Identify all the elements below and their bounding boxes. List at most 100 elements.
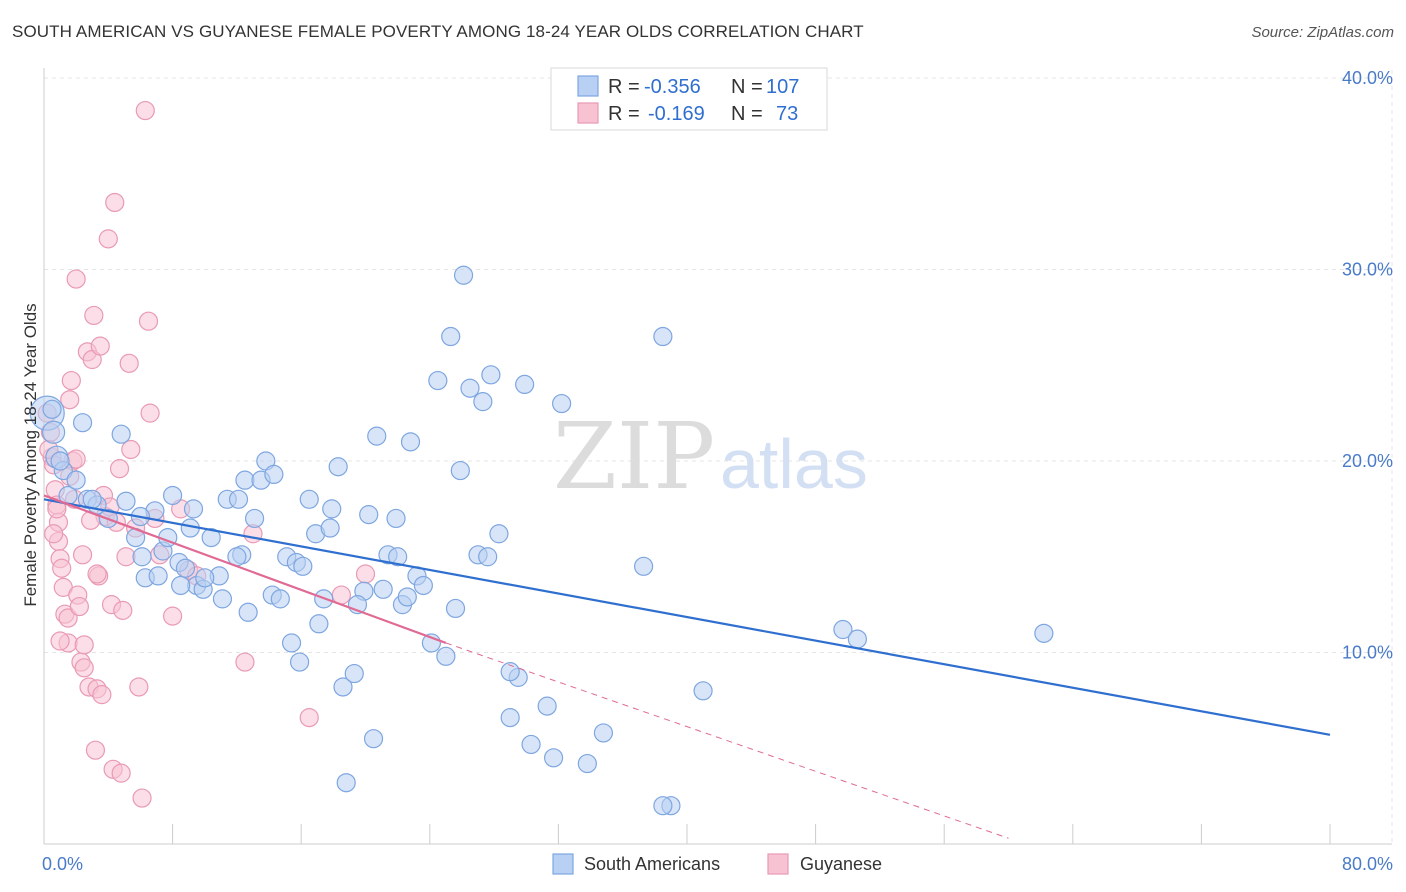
point-guyanese-27: [84, 305, 104, 326]
point-south-americans-98: [66, 470, 86, 490]
point-south-americans-58: [373, 579, 393, 599]
point-south-americans-29: [228, 489, 249, 509]
y-axis-label: Female Poverty Among 18-24 Year Olds: [21, 303, 40, 606]
legend-r-value-1: -0.356: [644, 76, 701, 98]
point-south-americans-95: [50, 451, 70, 471]
bottom-legend-swatch-south-americans: [552, 853, 574, 875]
watermark: ZIP atlas: [553, 403, 868, 510]
legend-r-label-1: R =: [608, 76, 640, 98]
point-south-americans-53: [344, 663, 364, 684]
point-guyanese-39: [105, 192, 125, 213]
point-south-americans-82: [521, 734, 541, 755]
point-guyanese-45: [119, 353, 139, 373]
point-south-americans-50: [328, 457, 348, 477]
point-south-americans-32: [238, 602, 258, 622]
point-south-americans-27: [212, 589, 233, 609]
point-south-americans-4: [72, 413, 93, 433]
watermark-zip: ZIP: [553, 403, 715, 510]
bottom-legend-label-guyanese: Guyanese: [800, 854, 882, 874]
point-south-americans-10: [116, 491, 136, 511]
point-south-americans-65: [413, 575, 433, 596]
point-south-americans-83: [537, 696, 557, 716]
point-south-americans-88: [633, 556, 654, 576]
y-tick-labels: 10.0% 20.0% 30.0% 40.0%: [1342, 68, 1393, 663]
point-south-americans-96: [82, 489, 102, 509]
point-guyanese-28: [85, 740, 106, 760]
point-south-americans-49: [322, 499, 342, 519]
point-guyanese-18: [66, 269, 86, 289]
point-south-americans-51: [333, 677, 353, 697]
point-south-americans-55: [359, 505, 379, 525]
point-south-americans-89: [653, 326, 673, 347]
point-south-americans-85: [552, 393, 572, 414]
point-guyanese-48: [129, 677, 149, 697]
data-points: [29, 100, 1054, 816]
point-south-americans-67: [428, 370, 448, 391]
point-guyanese-65: [44, 524, 64, 544]
point-guyanese-50: [135, 100, 155, 121]
point-guyanese-63: [355, 564, 376, 584]
x-tick-label-max: 80.0%: [1342, 854, 1393, 874]
point-south-americans-20: [175, 558, 196, 578]
point-south-americans-37: [264, 464, 284, 485]
legend-swatch-south-americans: [577, 75, 599, 97]
point-south-americans-46: [309, 614, 329, 634]
point-guyanese-35: [98, 229, 118, 249]
x-tick-labels: 0.0% 80.0%: [42, 854, 1393, 874]
point-south-americans-57: [367, 426, 387, 446]
point-guyanese-61: [299, 708, 319, 728]
point-guyanese-49: [132, 788, 152, 808]
point-south-americans-94: [1034, 623, 1054, 643]
bottom-legend-label-south-americans: South Americans: [584, 854, 720, 874]
point-south-americans-63: [400, 432, 421, 452]
point-south-americans-25: [201, 527, 221, 548]
axes: [43, 68, 1392, 845]
point-south-americans-104: [500, 662, 520, 682]
point-south-americans-68: [436, 646, 456, 666]
y-tick-label-2: 30.0%: [1342, 260, 1393, 280]
point-guyanese-20: [69, 596, 89, 617]
point-south-americans-12: [132, 547, 152, 567]
point-south-americans-70: [445, 598, 466, 619]
point-south-americans-33: [244, 508, 265, 529]
point-south-americans-38: [270, 589, 290, 609]
legend-n-value-2: 73: [776, 103, 798, 125]
point-guyanese-44: [116, 547, 136, 567]
point-guyanese-67: [72, 545, 93, 565]
point-south-americans-100: [195, 568, 215, 588]
point-guyanese-32: [92, 685, 112, 705]
point-south-americans-105: [653, 796, 673, 816]
point-south-americans-75: [473, 392, 493, 412]
trend-line-guyanese-extension: [445, 642, 1009, 839]
point-guyanese-51: [138, 311, 159, 331]
point-guyanese-43: [113, 600, 133, 620]
legend-r-value-2: -0.169: [648, 103, 705, 125]
point-south-americans-69: [441, 326, 461, 347]
point-south-americans-44: [299, 489, 319, 509]
point-south-americans-52: [336, 773, 356, 793]
point-guyanese-41: [109, 459, 130, 479]
point-guyanese-14: [60, 390, 80, 410]
point-south-americans-91: [693, 681, 713, 701]
point-south-americans-56: [363, 729, 384, 749]
point-guyanese-55: [163, 606, 183, 626]
point-guyanese-31: [90, 336, 110, 356]
point-south-americans-22: [183, 499, 204, 519]
point-guyanese-23: [74, 658, 94, 678]
trend-line-south-americans: [43, 498, 1331, 736]
point-south-americans-76: [478, 547, 498, 567]
point-south-americans-73: [460, 378, 480, 398]
trend-line-guyanese: [43, 494, 447, 644]
point-south-americans-9: [111, 424, 131, 444]
point-south-americans-84: [543, 748, 564, 768]
point-south-americans-18: [163, 485, 183, 506]
legend-swatch-guyanese: [577, 102, 599, 124]
legend: R = -0.356 N = 107 R = -0.169 N = 73: [550, 67, 828, 131]
legend-n-label-1: N =: [731, 76, 763, 98]
point-guyanese-66: [50, 631, 70, 651]
point-south-americans-48: [320, 518, 340, 538]
point-south-americans-60: [386, 508, 406, 529]
y-tick-label-1: 20.0%: [1342, 451, 1393, 471]
point-south-americans-31: [235, 470, 255, 490]
